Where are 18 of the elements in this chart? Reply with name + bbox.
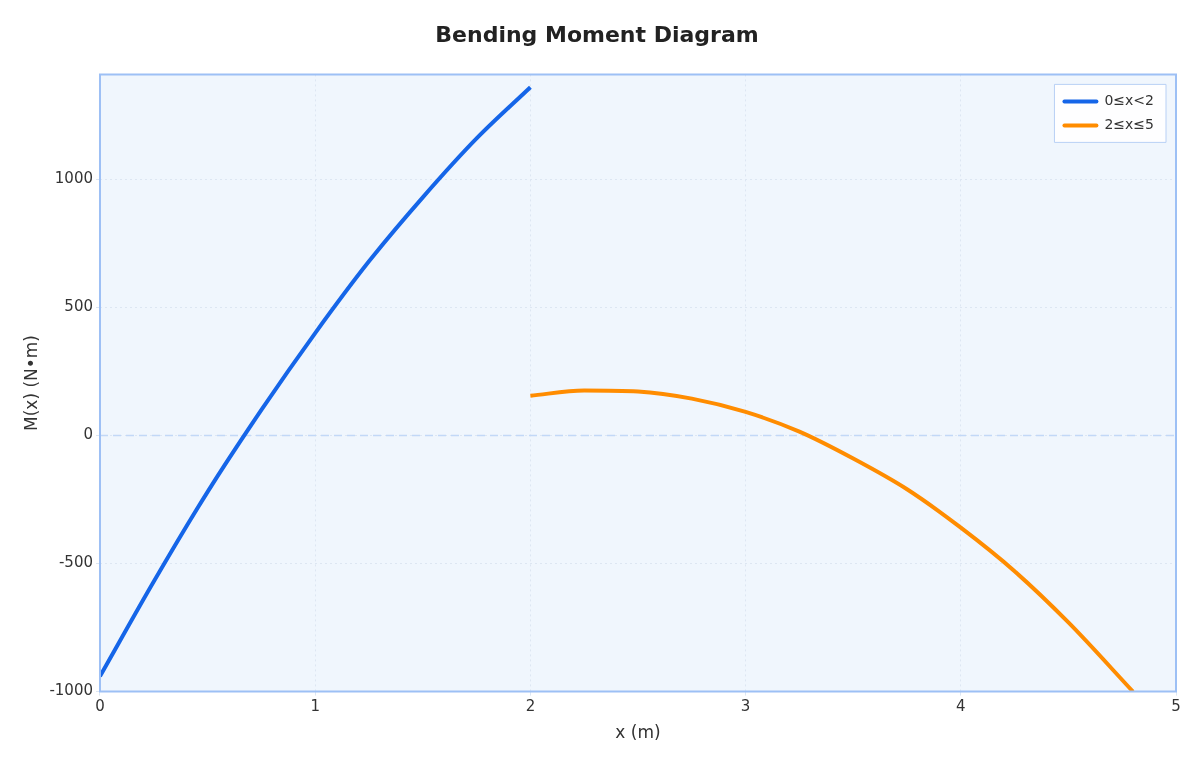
y-tick-label: 0: [83, 425, 93, 444]
legend-label: 2≤x≤5: [1104, 116, 1154, 133]
y-tick-label: -500: [58, 553, 93, 572]
y-tick-label: 1000: [54, 169, 93, 188]
x-axis-title: x (m): [615, 722, 661, 743]
line-series: [99, 85, 533, 679]
y-tick-label: -1000: [49, 681, 93, 700]
x-tick-label: 4: [956, 697, 966, 716]
line-series: [528, 388, 1135, 692]
chart-title: Bending Moment Diagram: [435, 21, 759, 47]
x-tick-label: 1: [310, 697, 320, 716]
y-axis-title: M(x) (N•m): [20, 335, 41, 431]
x-tick-label: 3: [740, 697, 751, 716]
y-tick-label: 500: [64, 297, 93, 316]
x-tick-label: 0: [95, 697, 105, 716]
x-tick-label: 2: [525, 697, 536, 716]
legend-label: 0≤x<2: [1104, 92, 1154, 109]
x-tick-label: 5: [1171, 697, 1181, 716]
